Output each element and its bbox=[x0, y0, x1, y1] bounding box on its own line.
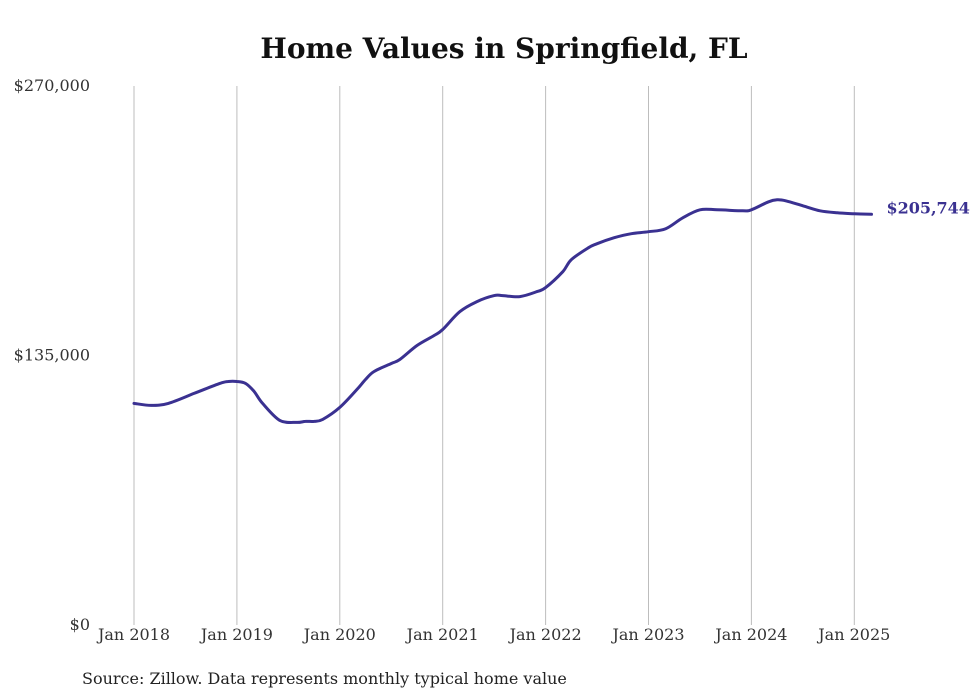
y-tick-label: $135,000 bbox=[14, 346, 90, 365]
x-tick-label: Jan 2022 bbox=[508, 625, 582, 644]
source-note: Source: Zillow. Data represents monthly … bbox=[82, 669, 567, 688]
x-tick-label: Jan 2018 bbox=[96, 625, 170, 644]
x-tick-label: Jan 2023 bbox=[610, 625, 684, 644]
x-tick-label: Jan 2024 bbox=[713, 625, 787, 644]
x-tick-label: Jan 2020 bbox=[302, 625, 376, 644]
x-tick-label: Jan 2021 bbox=[405, 625, 479, 644]
home-value-line bbox=[132, 198, 873, 424]
gridlines bbox=[133, 86, 855, 625]
x-axis-ticks: Jan 2018 Jan 2019 Jan 2020 Jan 2021 Jan 2022… bbox=[96, 625, 890, 644]
end-value-label: $205,744 bbox=[886, 198, 970, 217]
y-axis-ticks: $270,000 $135,000 $0 bbox=[14, 76, 90, 634]
chart-title: Home Values in Springfield, FL bbox=[260, 32, 748, 65]
y-tick-label: $0 bbox=[70, 615, 90, 634]
series-layer: $205,744 bbox=[132, 198, 970, 424]
x-tick-label: Jan 2025 bbox=[816, 625, 890, 644]
y-tick-label: $270,000 bbox=[14, 76, 90, 95]
x-tick-label: Jan 2019 bbox=[199, 625, 273, 644]
